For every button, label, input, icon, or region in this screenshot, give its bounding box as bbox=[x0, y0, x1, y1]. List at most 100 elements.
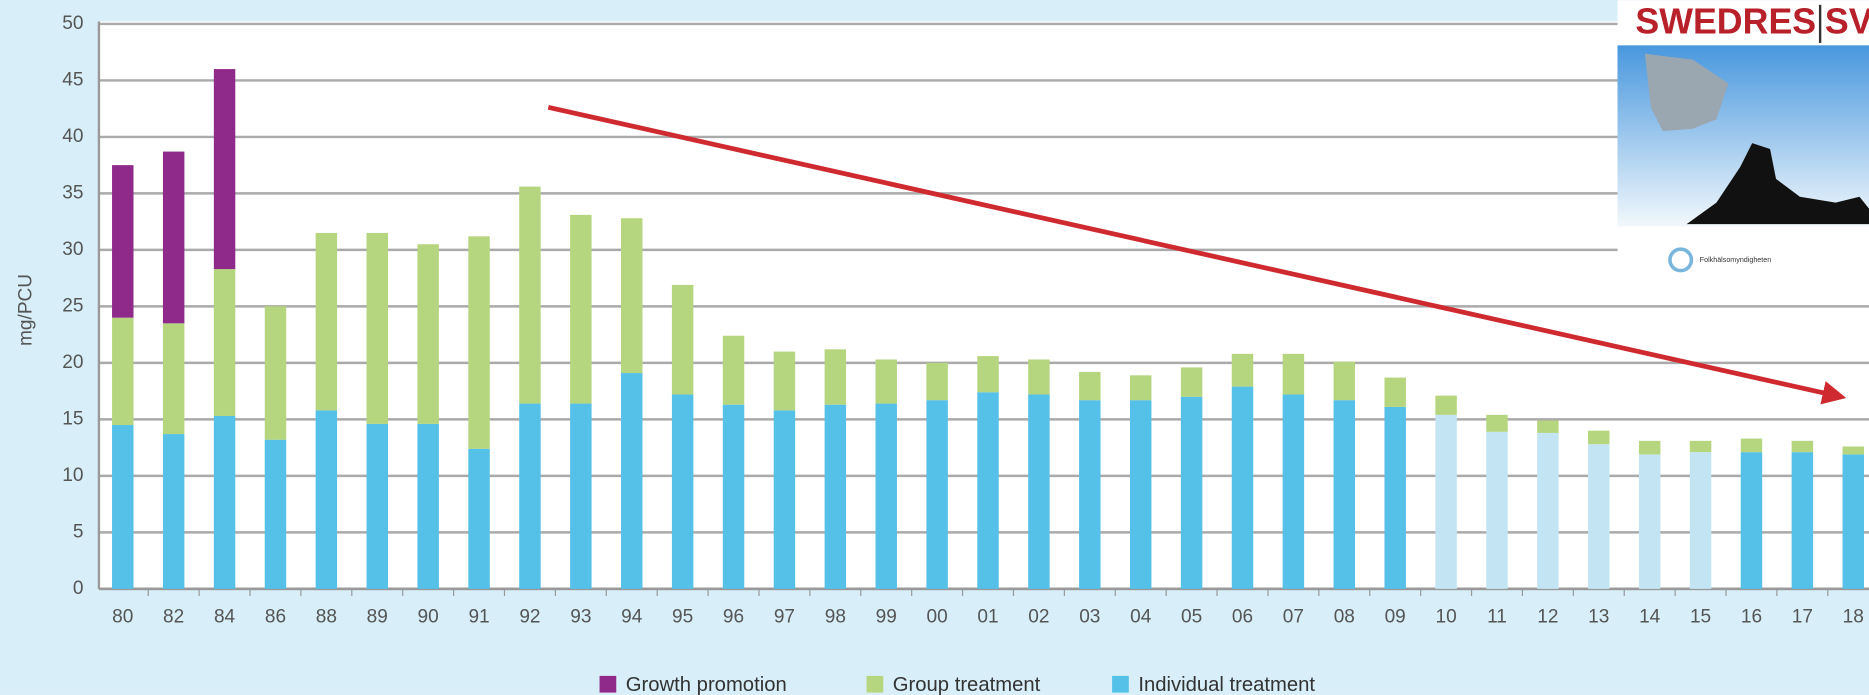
x-tick-label: 03 bbox=[1079, 607, 1100, 628]
bar-segment bbox=[1537, 420, 1559, 433]
x-tick-label: 86 bbox=[265, 607, 286, 628]
bar-segment bbox=[1842, 454, 1864, 589]
bar-segment bbox=[1129, 400, 1152, 589]
legend-swatch bbox=[599, 675, 617, 693]
bar-segment bbox=[417, 244, 439, 424]
bar-segment bbox=[1638, 454, 1661, 589]
bar-segment bbox=[519, 186, 541, 404]
y-tick-label: 35 bbox=[62, 182, 83, 203]
bar-segment bbox=[1486, 414, 1508, 432]
x-tick-label: 93 bbox=[570, 607, 591, 628]
bar-segment bbox=[671, 284, 694, 395]
x-tick-label: 96 bbox=[723, 607, 744, 628]
bar-segment bbox=[468, 448, 490, 589]
y-tick-label: 40 bbox=[62, 126, 83, 147]
bar-segment bbox=[722, 335, 745, 405]
inset-logo bbox=[1668, 247, 1694, 273]
x-tick-label: 08 bbox=[1334, 607, 1355, 628]
bar-segment bbox=[926, 362, 948, 401]
y-tick-label: 30 bbox=[62, 239, 83, 260]
x-tick-label: 82 bbox=[163, 607, 184, 628]
bar-segment bbox=[621, 373, 643, 589]
x-tick-label: 18 bbox=[1843, 607, 1864, 628]
x-tick-label: 14 bbox=[1639, 607, 1661, 628]
bar-segment bbox=[1129, 375, 1152, 401]
bar-segment bbox=[824, 404, 847, 589]
x-tick-label: 89 bbox=[367, 607, 388, 628]
bar-segment bbox=[1028, 394, 1050, 589]
inset-silhouettes bbox=[1686, 143, 1869, 225]
bar-segment bbox=[773, 351, 796, 411]
bar-segment bbox=[213, 269, 236, 416]
bar-segment bbox=[1282, 394, 1305, 589]
x-tick-label: 92 bbox=[519, 607, 540, 628]
legend-swatch bbox=[1112, 675, 1129, 693]
inset-header bbox=[1617, 0, 1869, 46]
bar-segment bbox=[315, 232, 338, 411]
x-tick-label: 16 bbox=[1741, 607, 1762, 628]
bar-segment bbox=[1333, 400, 1356, 589]
bar-segment bbox=[977, 392, 999, 589]
bar-segment bbox=[1079, 400, 1101, 589]
x-tick-label: 10 bbox=[1435, 607, 1456, 628]
x-tick-label: 05 bbox=[1181, 607, 1202, 628]
legend-swatch bbox=[866, 675, 884, 693]
x-tick-label: 06 bbox=[1232, 607, 1253, 628]
bar-segment bbox=[1435, 395, 1457, 415]
trend-arrow bbox=[547, 104, 1847, 405]
bar-segment bbox=[1384, 406, 1406, 589]
bar-segment bbox=[1028, 359, 1050, 395]
y-tick-label: 45 bbox=[62, 69, 83, 90]
x-tick-label: 95 bbox=[672, 607, 693, 628]
y-tick-label: 50 bbox=[62, 13, 83, 34]
bar-segment bbox=[1486, 431, 1508, 589]
bar-segment bbox=[162, 151, 185, 324]
legend-label: Growth promotion bbox=[626, 674, 787, 695]
legend-label: Individual treatment bbox=[1138, 674, 1315, 695]
bar-segment bbox=[162, 323, 185, 435]
x-tick-label: 00 bbox=[927, 607, 948, 628]
bar-segment bbox=[213, 415, 236, 589]
bar-segment bbox=[315, 410, 338, 589]
x-tick-label: 15 bbox=[1690, 607, 1711, 628]
x-tick-label: 80 bbox=[112, 607, 133, 628]
inset-title: SWEDRES bbox=[1635, 1, 1816, 41]
y-tick-label: 0 bbox=[73, 578, 84, 599]
bar-segment bbox=[1079, 371, 1101, 401]
bar-segment bbox=[1689, 440, 1712, 453]
bar-segment bbox=[977, 356, 999, 393]
y-tick-label: 20 bbox=[62, 352, 83, 373]
legend-label: Group treatment bbox=[893, 674, 1041, 695]
bar-segment bbox=[1842, 446, 1864, 455]
bar-segment bbox=[1231, 386, 1254, 589]
bar-segment bbox=[1384, 377, 1406, 407]
bar-segment bbox=[264, 306, 287, 440]
x-tick-label: 84 bbox=[214, 607, 236, 628]
bar-segment bbox=[773, 410, 796, 589]
bar-segment bbox=[926, 400, 948, 589]
x-tick-label: 13 bbox=[1588, 607, 1609, 628]
x-tick-label: 02 bbox=[1028, 607, 1049, 628]
bar-segment bbox=[213, 69, 236, 270]
bar-segment bbox=[519, 403, 541, 589]
bar-segment bbox=[875, 403, 897, 589]
x-tick-label: 07 bbox=[1283, 607, 1304, 628]
y-tick-label: 10 bbox=[62, 465, 83, 486]
bar-segment bbox=[1588, 444, 1610, 589]
bar-segment bbox=[1435, 414, 1457, 589]
bar-segment bbox=[824, 349, 847, 405]
y-tick-label: 5 bbox=[73, 521, 84, 542]
bar-segment bbox=[1333, 361, 1356, 401]
bar-segment bbox=[112, 165, 134, 318]
bar-segment bbox=[1231, 353, 1254, 387]
x-tick-label: 11 bbox=[1487, 607, 1507, 628]
bar-segment bbox=[366, 423, 388, 589]
y-tick-label: 25 bbox=[62, 295, 83, 316]
bar-segment bbox=[1588, 430, 1610, 445]
x-tick-label: 91 bbox=[468, 607, 489, 628]
bar-segment bbox=[1740, 438, 1763, 453]
bar-segment bbox=[468, 236, 490, 449]
bar-segment bbox=[1282, 353, 1305, 395]
x-tick-label: 97 bbox=[774, 607, 795, 628]
